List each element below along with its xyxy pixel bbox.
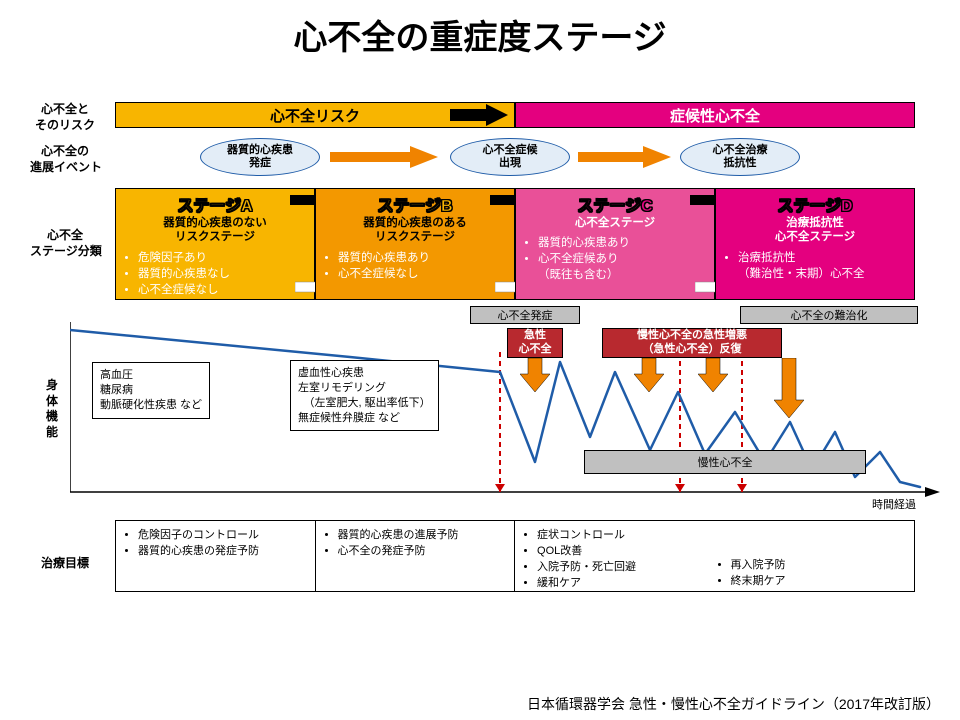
grey-refractory: 心不全の難治化: [740, 306, 918, 324]
event-3: 心不全治療 抵抗性: [680, 138, 800, 176]
event-2: 心不全症候 出現: [450, 138, 570, 176]
risk-bar-right: 症候性心不全: [515, 102, 915, 128]
arrow-down-1: [520, 358, 550, 392]
red-acute: 急性 心不全: [507, 328, 563, 358]
grey-chronic: 慢性心不全: [584, 450, 866, 474]
stage-C: ステージC心不全ステージ器質的心疾患あり心不全症候あり （既往も含む）: [515, 188, 715, 300]
stage-B: ステージB器質的心疾患のある リスクステージ器質的心疾患あり心不全症候なし: [315, 188, 515, 300]
page-title: 心不全の重症度ステージ: [0, 0, 960, 59]
arrow-down-3: [698, 358, 728, 392]
label-classification: 心不全 ステージ分類: [30, 228, 100, 259]
red-exacerbation: 慢性心不全の急性増悪 （急性心不全）反復: [602, 328, 782, 358]
info-box-1: 高血圧 糖尿病 動脈硬化性疾患 など: [92, 362, 210, 419]
info-box-2: 虚血性心疾患 左室リモデリング （左室肥大, 駆出率低下） 無症候性弁膜症 など: [290, 360, 439, 431]
arrow-event-1: [330, 144, 440, 170]
label-risk: 心不全と そのリスク: [30, 102, 100, 133]
label-treatment: 治療目標: [30, 556, 100, 572]
label-events: 心不全の 進展イベント: [30, 144, 100, 175]
arrow-event-2: [578, 144, 673, 170]
treatment-col-0: 危険因子のコントロール器質的心疾患の発症予防: [116, 521, 316, 591]
grey-onset: 心不全発症: [470, 306, 580, 324]
treatment-col-1: 器質的心疾患の進展予防心不全の発症予防: [316, 521, 516, 591]
treatment-grid: 危険因子のコントロール器質的心疾患の発症予防器質的心疾患の進展予防心不全の発症予…: [115, 520, 915, 592]
event-1: 器質的心疾患 発症: [200, 138, 320, 176]
arrow-down-2: [634, 358, 664, 392]
arrow-risk: [450, 104, 510, 126]
label-function: 身 体 機 能: [42, 378, 62, 440]
time-axis-label: 時間経過: [872, 496, 916, 512]
footer-source: 日本循環器学会 急性・慢性心不全ガイドライン（2017年改訂版）: [527, 694, 940, 714]
stage-A: ステージA器質的心疾患のない リスクステージ危険因子あり器質的心疾患なし心不全症…: [115, 188, 315, 300]
arrow-down-4: [774, 358, 804, 418]
stage-D: ステージD治療抵抗性 心不全ステージ治療抵抗性 （難治性・末期）心不全: [715, 188, 915, 300]
treatment-col-2: 症状コントロールQOL改善入院予防・死亡回避緩和ケア再入院予防終末期ケア: [515, 521, 914, 591]
